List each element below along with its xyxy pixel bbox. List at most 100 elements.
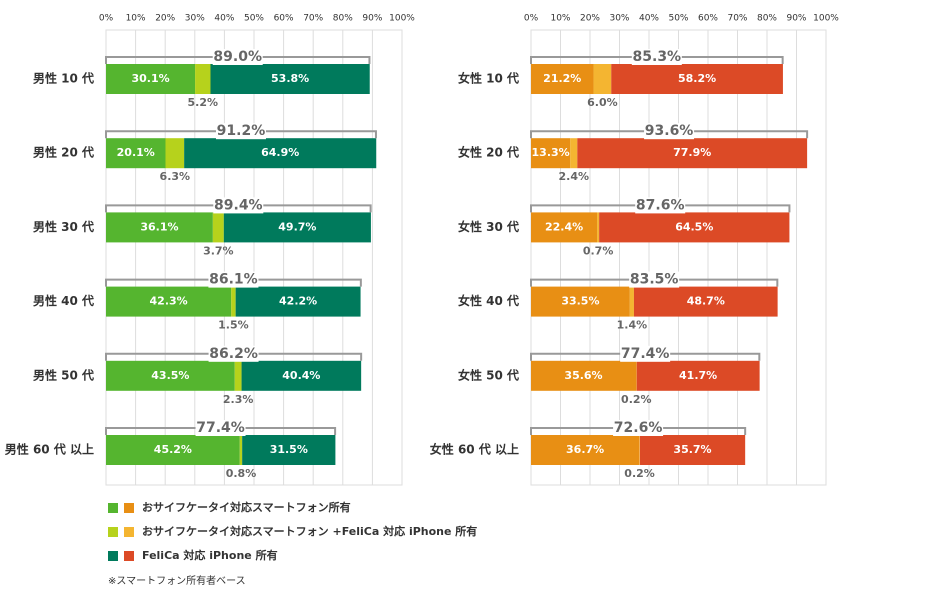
data-label: 6.0%	[587, 96, 618, 109]
data-label: 22.4%	[545, 220, 583, 233]
x-tick-label: 60%	[698, 14, 718, 24]
total-label-bg	[631, 49, 682, 65]
total-label-bg	[644, 123, 695, 140]
data-label: 40.4%	[282, 369, 320, 382]
x-tick-label: 70%	[303, 14, 323, 24]
x-tick-label: 20%	[580, 14, 600, 24]
data-label: 0.2%	[621, 393, 652, 406]
x-tick-label: 40%	[639, 14, 659, 24]
legend-label: おサイフケータイ対応スマートフォン所有	[142, 500, 351, 514]
legend-swatch	[124, 551, 134, 561]
x-tick-label: 50%	[244, 14, 264, 24]
total-label: 83.5%	[630, 272, 679, 288]
bar-segment	[531, 138, 571, 169]
x-tick-label: 0%	[99, 14, 114, 24]
total-label: 89.4%	[214, 197, 263, 213]
total-label: 86.1%	[209, 272, 258, 288]
data-label: 1.5%	[218, 319, 249, 332]
data-label: 3.7%	[203, 244, 234, 257]
data-label: 42.2%	[279, 295, 317, 308]
bar-segment	[106, 64, 196, 94]
x-tick-label: 30%	[185, 14, 205, 24]
x-tick-label: 10%	[126, 14, 146, 24]
bar-segment	[577, 138, 808, 169]
total-label: 93.6%	[645, 123, 694, 139]
total-label: 86.2%	[209, 346, 258, 362]
data-label: 0.2%	[624, 467, 655, 480]
bar-segment	[531, 212, 598, 243]
bar-segment	[531, 360, 637, 391]
category-label: 女性 30 代	[458, 219, 519, 234]
bar-segment	[531, 435, 640, 465]
category-label: 男性 10 代	[33, 71, 94, 86]
total-label-bg	[213, 197, 264, 214]
x-tick-label: 90%	[362, 14, 382, 24]
total-label-bg	[635, 197, 686, 214]
bar-segment	[531, 286, 630, 317]
bar-segment	[570, 138, 578, 169]
bar-segment	[106, 212, 213, 243]
x-tick-label: 90%	[786, 14, 806, 24]
data-label: 36.1%	[140, 220, 178, 233]
bar-segment	[184, 138, 377, 169]
bar-segment	[629, 286, 634, 317]
data-label: 49.7%	[278, 220, 316, 233]
bar-segment	[639, 435, 640, 465]
data-label: 77.9%	[673, 146, 711, 159]
data-label: 36.7%	[566, 443, 604, 456]
data-label: 43.5%	[151, 369, 189, 382]
x-tick-label: 50%	[668, 14, 688, 24]
x-tick-label: 70%	[727, 14, 747, 24]
category-label: 女性 60 代 以上	[430, 442, 519, 457]
total-label: 89.0%	[213, 49, 262, 65]
legend-swatch	[124, 503, 134, 513]
legend-swatch	[108, 527, 118, 537]
bar-segment	[599, 212, 790, 243]
data-label: 35.7%	[673, 443, 711, 456]
x-tick-label: 80%	[333, 14, 353, 24]
total-label: 77.4%	[621, 346, 670, 362]
data-label: 30.1%	[131, 72, 169, 85]
x-tick-label: 10%	[550, 14, 570, 24]
x-tick-label: 40%	[214, 14, 234, 24]
category-label: 男性 20 代	[33, 145, 94, 160]
data-label: 35.6%	[564, 369, 602, 382]
footnote: ※スマートフォン所有者ベース	[108, 574, 246, 587]
legend-label: FeliCa 対応 iPhone 所有	[142, 548, 278, 562]
bar-segment	[636, 360, 637, 391]
bar-segment	[223, 212, 371, 243]
category-label: 男性 60 代 以上	[5, 442, 94, 457]
total-label-bg	[215, 123, 266, 140]
bar-segment	[241, 360, 362, 391]
data-label: 58.2%	[678, 72, 716, 85]
data-label: 0.7%	[583, 244, 614, 257]
plot-frame	[105, 29, 403, 486]
data-label: 0.8%	[226, 467, 257, 480]
bar-segment	[231, 286, 236, 317]
legend-swatch	[108, 551, 118, 561]
bar-segment	[593, 64, 612, 94]
bar-segment	[235, 286, 361, 317]
category-label: 男性 50 代	[33, 367, 94, 382]
data-label: 42.3%	[150, 295, 188, 308]
data-label: 48.7%	[687, 295, 725, 308]
bar-segment	[165, 138, 185, 169]
data-label: 64.5%	[675, 220, 713, 233]
data-label: 31.5%	[270, 443, 308, 456]
data-label: 45.2%	[154, 443, 192, 456]
bar-segment	[210, 64, 370, 94]
data-label: 5.2%	[188, 96, 219, 109]
data-label: 2.3%	[223, 393, 254, 406]
data-label: 13.3%	[532, 146, 570, 159]
x-tick-label: 30%	[609, 14, 629, 24]
x-tick-label: 20%	[155, 14, 175, 24]
x-tick-label: 60%	[274, 14, 294, 24]
total-label-bg	[208, 345, 259, 362]
total-label: 72.6%	[614, 420, 663, 436]
x-tick-label: 80%	[757, 14, 777, 24]
bar-segment	[597, 212, 600, 243]
total-label-bg	[629, 271, 680, 288]
total-label-bg	[195, 420, 246, 436]
total-label-bg	[620, 345, 671, 362]
total-label-bg	[212, 49, 263, 65]
